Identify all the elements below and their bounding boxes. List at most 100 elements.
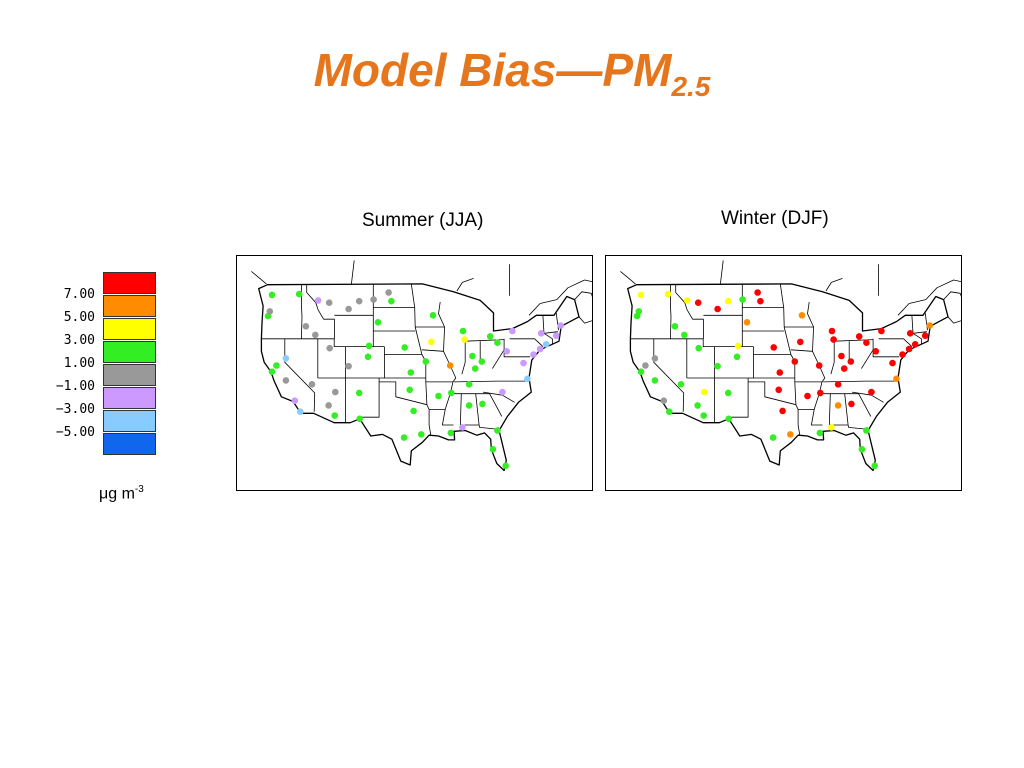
site-marker [775, 386, 782, 394]
site-marker [489, 446, 497, 453]
state-boundary [379, 381, 427, 406]
site-marker [448, 389, 455, 397]
state-boundary [630, 338, 754, 347]
us-outline [627, 283, 949, 472]
title-subscript: 2.5 [671, 71, 711, 102]
site-marker [798, 312, 806, 319]
site-marker [332, 388, 339, 396]
site-marker [297, 408, 304, 415]
site-marker [302, 323, 310, 330]
site-marker [677, 381, 685, 388]
state-boundary [438, 301, 457, 426]
state-boundary [911, 315, 922, 345]
site-marker [694, 299, 702, 306]
state-boundary [555, 312, 559, 331]
site-marker [355, 297, 363, 305]
site-marker [834, 381, 842, 388]
state-boundary [284, 338, 316, 412]
canada-boundary [351, 260, 355, 284]
site-marker [838, 352, 845, 360]
site-marker [921, 332, 929, 339]
color-legend [103, 272, 156, 456]
site-marker [494, 339, 501, 346]
site-marker [459, 424, 466, 431]
site-marker [868, 388, 875, 396]
site-marker [282, 377, 290, 384]
canada-boundary [251, 271, 267, 285]
canada-boundary [897, 279, 961, 316]
site-marker [345, 362, 352, 370]
site-marker [830, 336, 837, 343]
legend-swatch [103, 341, 156, 363]
site-marker [834, 402, 842, 409]
title-main: Model Bias—PM [313, 44, 672, 96]
site-marker [878, 327, 885, 335]
site-marker [478, 358, 486, 365]
site-marker [714, 305, 721, 313]
site-marker [429, 312, 437, 319]
state-boundary [492, 349, 505, 369]
legend-swatch [103, 433, 156, 455]
site-marker [509, 327, 516, 335]
site-marker [871, 462, 878, 470]
state-boundary [359, 378, 380, 418]
site-marker [743, 319, 751, 326]
state-boundary [830, 341, 835, 375]
state-boundary [872, 338, 900, 358]
site-marker [660, 397, 668, 404]
site-marker [889, 359, 896, 367]
site-marker [754, 289, 761, 296]
site-marker [400, 434, 408, 441]
site-marker [314, 297, 322, 304]
state-boundary [790, 349, 813, 352]
state-boundary [912, 331, 927, 334]
site-marker [388, 297, 395, 305]
site-marker [524, 375, 531, 383]
legend-tick-label: −3.00 [55, 402, 95, 417]
site-marker [848, 400, 855, 408]
site-marker [855, 333, 863, 340]
site-marker [776, 369, 784, 376]
site-marker [308, 381, 316, 388]
legend-swatch [103, 272, 156, 294]
legend-tick-label: −1.00 [55, 379, 95, 394]
site-marker [494, 427, 501, 434]
site-marker [552, 332, 560, 339]
site-marker [637, 368, 645, 375]
canada-boundary [620, 271, 636, 285]
site-marker [273, 362, 280, 369]
site-marker [465, 402, 473, 409]
legend-swatch [103, 364, 156, 386]
legend-tick-label: 5.00 [63, 310, 95, 325]
site-marker [356, 415, 363, 423]
site-marker [872, 348, 880, 355]
site-marker [461, 336, 468, 343]
site-marker [268, 368, 276, 375]
state-boundary [459, 393, 462, 430]
site-marker [282, 355, 290, 362]
site-marker [739, 296, 746, 303]
state-boundary [823, 380, 899, 383]
site-marker [757, 297, 764, 305]
site-marker [502, 462, 510, 470]
legend-swatch [103, 387, 156, 409]
site-marker [791, 358, 799, 365]
site-marker [797, 338, 804, 346]
site-marker [906, 330, 914, 337]
site-marker [446, 362, 454, 369]
site-marker [905, 345, 913, 353]
site-marker [295, 290, 303, 298]
page-title: Model Bias—PM2.5 [0, 40, 1024, 102]
site-marker [469, 352, 476, 360]
site-marker [479, 400, 486, 408]
state-boundary [833, 393, 849, 426]
state-boundary [924, 312, 928, 331]
site-marker [418, 431, 425, 438]
site-marker [817, 389, 824, 397]
state-boundary [306, 283, 335, 339]
units-label: μg m-3 [99, 484, 144, 503]
site-marker [365, 342, 373, 350]
legend-swatch [103, 410, 156, 432]
site-marker [770, 344, 777, 351]
panel-label-summer: Summer (JJA) [362, 210, 484, 231]
